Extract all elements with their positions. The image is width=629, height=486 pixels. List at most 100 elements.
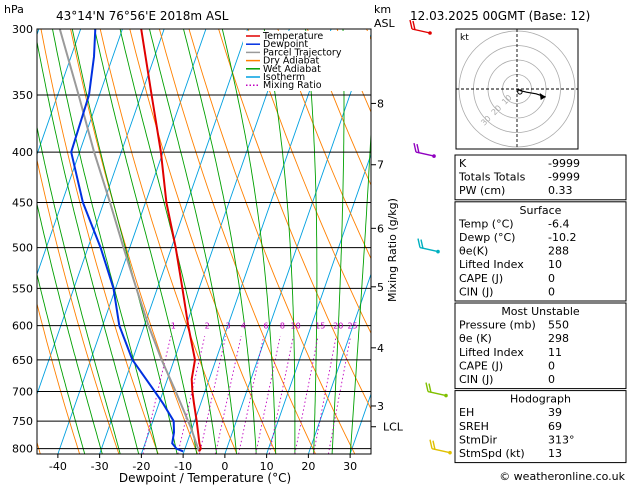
- surface-table-box: [454, 201, 627, 302]
- x-axis-title: Dewpoint / Temperature (°C): [119, 471, 291, 485]
- isotherm-line: [140, 29, 290, 454]
- surface-table-row-value: 10: [548, 258, 562, 271]
- indices-table-row-label: PW (cm): [459, 184, 505, 197]
- pressure-tick-label: 750: [12, 415, 33, 428]
- temperature-tick-label: -30: [91, 460, 109, 473]
- legend-entry: Isotherm: [263, 72, 305, 83]
- hodograph-table-row-value: 69: [548, 420, 562, 433]
- most-unstable-table-row-value: 0: [548, 359, 555, 372]
- most-unstable-table-row-value: 11: [548, 346, 562, 359]
- surface-table-row-label: θe(K): [459, 245, 488, 258]
- asl-unit-label: ASL: [374, 17, 396, 30]
- pressure-tick-label: 650: [12, 354, 33, 367]
- axes: 1 2 3 4 6 8 10 15 20 2530035040045050055060065070…: [12, 19, 452, 473]
- surface-table-row-value: -6.4: [548, 217, 569, 230]
- km-tick-label: 7: [377, 159, 384, 172]
- surface-table-row-value: 288: [548, 245, 569, 258]
- wet-adiabat-line: [37, 39, 140, 454]
- temperature-tick-label: 0: [221, 460, 228, 473]
- pressure-tick-label: 400: [12, 146, 33, 159]
- mixing-ratio-line: [327, 336, 352, 454]
- mixing-ratio-line: [177, 336, 206, 454]
- indices-table-row-value: -9999: [548, 157, 580, 170]
- hodograph-arrowhead: [539, 92, 546, 100]
- hodograph-table-row-value: 39: [548, 406, 562, 419]
- wind-barb: [425, 382, 448, 398]
- most-unstable-table-row-label: Lifted Index: [459, 346, 524, 359]
- most-unstable-table-row-value: 298: [548, 332, 569, 345]
- wind-barb-feather: [432, 440, 436, 450]
- isotherm-line: [37, 29, 123, 276]
- wind-barb-feather: [417, 238, 421, 248]
- isotherm-line: [37, 29, 82, 156]
- hodograph-table-row-label: StmDir: [459, 433, 498, 446]
- isotherm-line: [182, 29, 332, 454]
- legend-entry: Mixing Ratio: [263, 80, 322, 91]
- dry-adiabat-line: [218, 29, 371, 410]
- pressure-tick-label: 600: [12, 320, 33, 333]
- wind-barb: [413, 142, 436, 158]
- plot-frame: [36, 28, 372, 455]
- parcel-trajectory-line: [58, 29, 201, 452]
- indices-table-box: [454, 154, 627, 201]
- most-unstable-table-box: [454, 302, 627, 390]
- wet-adiabat-line: [37, 125, 121, 454]
- lcl-label: LCL: [383, 421, 404, 434]
- hodograph-table-row-label: StmSpd (kt): [459, 447, 525, 460]
- wind-barb-feather: [429, 439, 433, 449]
- background-lines: [37, 29, 371, 454]
- mixing-ratio-label: 15: [315, 322, 325, 331]
- wind-barb-feather: [412, 20, 416, 31]
- isotherm-line: [224, 33, 371, 454]
- hodograph-table-row-label: EH: [459, 406, 474, 419]
- wet-adiabat-line: [37, 272, 86, 454]
- most-unstable-table-row-label: CIN (J): [459, 373, 493, 386]
- surface-table-row-label: Temp (°C): [458, 217, 514, 230]
- legend-entry: Dewpoint: [263, 39, 308, 50]
- temperature-tick-label: -20: [132, 460, 150, 473]
- wind-barb-dot: [448, 450, 452, 455]
- pressure-tick-label: 350: [12, 89, 33, 102]
- surface-table-row-label: Dewp (°C): [459, 231, 515, 244]
- wet-adiabat-line: [349, 123, 371, 454]
- wet-adiabat-line: [37, 202, 103, 454]
- km-tick-label: 3: [377, 400, 384, 413]
- pressure-tick-label: 500: [12, 242, 33, 255]
- km-tick-label: 4: [377, 342, 384, 355]
- mixing-ratio-line: [238, 336, 265, 454]
- wind-barb-dot: [428, 31, 432, 35]
- dry-adiabat-line: [37, 158, 120, 454]
- wind-barb-feather: [416, 143, 420, 154]
- wet-adiabat-line: [94, 29, 198, 454]
- dry-adiabat-line: [247, 29, 371, 335]
- hodograph-table-row-value: 313°: [548, 433, 575, 446]
- mixing-ratio-axis-title: Mixing Ratio (g/kg): [386, 198, 399, 302]
- legend-entry: Dry Adiabat: [263, 56, 320, 67]
- datetime-title: 12.03.2025 00GMT (Base: 12): [410, 9, 590, 23]
- temperature-tick-label: -10: [174, 460, 192, 473]
- wind-barb-dot: [444, 393, 448, 398]
- wet-adiabat-line: [149, 29, 237, 454]
- indices-table-row-label: Totals Totals: [458, 171, 526, 184]
- hodograph-table-row-value: 13: [548, 447, 562, 460]
- surface-table-title: Surface: [520, 204, 562, 217]
- dry-adiabat-line: [40, 29, 159, 454]
- indices-table-row-value: -9999: [548, 171, 580, 184]
- wind-barb-dot: [432, 154, 436, 158]
- pressure-tick-label: 300: [12, 23, 33, 36]
- wind-barb: [417, 238, 440, 254]
- mixing-ratio-label: 25: [347, 322, 357, 331]
- dry-adiabat-line: [306, 29, 371, 187]
- hodograph-table-box: [454, 390, 627, 464]
- pressure-unit-label: hPa: [4, 3, 24, 16]
- mixing-ratio-label: 8: [280, 322, 285, 331]
- mixing-ratio-label: 4: [241, 322, 246, 331]
- credit-text: © weatheronline.co.uk: [499, 470, 625, 483]
- hodograph-unit-label: kt: [460, 33, 469, 43]
- indices-table-row-value: 0.33: [548, 184, 573, 197]
- most-unstable-table-row-value: 0: [548, 373, 555, 386]
- pressure-tick-label: 800: [12, 443, 33, 456]
- legend-box: [243, 31, 370, 91]
- location-title: 43°14'N 76°56'E 2018m ASL: [56, 9, 229, 23]
